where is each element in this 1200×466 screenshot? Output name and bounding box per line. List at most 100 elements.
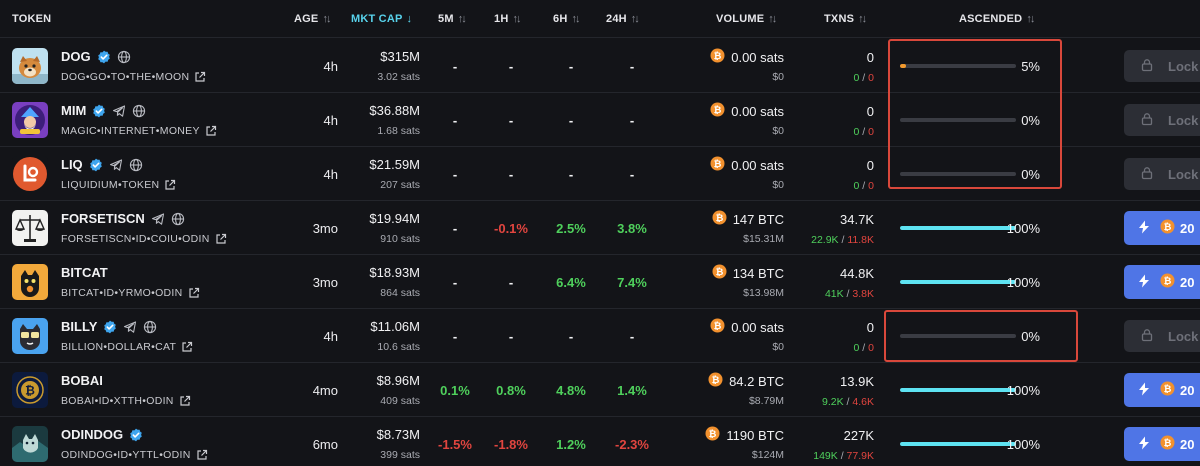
change-h6: 6.4% <box>556 275 586 290</box>
header-1h[interactable]: 1H ↑↓ <box>494 13 521 25</box>
token-avatar[interactable] <box>12 102 48 138</box>
token-id: BILLION•DOLLAR•CAT <box>61 341 193 353</box>
mktcap-sats: 864 sats <box>380 287 420 299</box>
change-h24: - <box>629 113 635 128</box>
change-h24: -2.3% <box>615 437 649 452</box>
mktcap-sats: 910 sats <box>380 233 420 245</box>
change-h1: 0.8% <box>496 383 526 398</box>
bitcoin-icon: ₿ <box>1160 219 1175 237</box>
token-name[interactable]: ODINDOG <box>61 427 143 442</box>
txns-separator: / <box>859 72 869 84</box>
website-globe-icon[interactable] <box>143 320 157 334</box>
header-ascended-label: ASCENDED <box>959 13 1023 25</box>
telegram-icon[interactable] <box>151 212 165 226</box>
ascended-progress-bar <box>900 334 1016 338</box>
volume-amount: 0.00 sats <box>731 157 784 173</box>
website-globe-icon[interactable] <box>129 158 143 172</box>
txns-value: 34.7K <box>840 212 874 227</box>
telegram-icon[interactable] <box>112 104 126 118</box>
volume-usd: $8.79M <box>748 395 784 407</box>
quick-buy-button[interactable]: ₿ 20 <box>1124 211 1200 245</box>
header-24h[interactable]: 24H ↑↓ <box>606 13 640 25</box>
token-avatar[interactable] <box>12 156 48 192</box>
table-row[interactable]: LIQ LIQUIDIUM•TOKEN 4h $21.59M 207 sats - - - - ₿… <box>0 147 1200 201</box>
token-avatar[interactable] <box>12 210 48 246</box>
token-avatar[interactable] <box>12 318 48 354</box>
svg-text:₿: ₿ <box>714 105 722 116</box>
telegram-icon[interactable] <box>123 320 137 334</box>
lightning-icon <box>1138 382 1150 399</box>
website-globe-icon[interactable] <box>132 104 146 118</box>
txns-value: 0 <box>866 158 874 173</box>
change-h1: - <box>508 59 514 74</box>
header-mktcap[interactable]: MKT CAP ↓ <box>351 13 412 25</box>
external-link-icon[interactable] <box>164 179 176 191</box>
lock-button-label: Lock <box>1168 166 1199 182</box>
external-link-icon[interactable] <box>205 125 217 137</box>
ascended-percent: 100% <box>1006 275 1040 290</box>
ascended-percent: 5% <box>1021 59 1040 74</box>
table-row[interactable]: DOG DOG•GO•TO•THE•MOON 4h $315M 3.02 sats - - -… <box>0 39 1200 93</box>
lock-button[interactable]: Lock <box>1124 320 1200 352</box>
token-id-text: FORSETISCN•ID•COIU•ODIN <box>61 233 210 245</box>
svg-text:₿: ₿ <box>712 375 720 386</box>
svg-text:₿: ₿ <box>709 429 717 440</box>
header-volume[interactable]: VOLUME ↑↓ <box>716 13 777 25</box>
lock-button-label: Lock <box>1168 328 1199 344</box>
table-row[interactable]: ODINDOG ODINDOG•ID•YTTL•ODIN 6mo $8.73M 399 … <box>0 417 1200 466</box>
website-globe-icon[interactable] <box>171 212 185 226</box>
table-row[interactable]: BITCAT BITCAT•ID•YRMO•ODIN 3mo $18.93M 864 s… <box>0 255 1200 309</box>
change-h1: -0.1% <box>494 221 528 236</box>
website-globe-icon[interactable] <box>117 50 131 64</box>
header-txns[interactable]: TXNS ↑↓ <box>824 13 867 25</box>
token-name[interactable]: FORSETISCN <box>61 211 185 226</box>
external-link-icon[interactable] <box>196 449 208 461</box>
bitcoin-icon: ₿ <box>712 210 727 228</box>
header-24h-label: 24H <box>606 13 627 25</box>
external-link-icon[interactable] <box>188 287 200 299</box>
token-name[interactable]: LIQ <box>61 157 143 172</box>
token-avatar[interactable] <box>12 426 48 462</box>
lock-button[interactable]: Lock <box>1124 104 1200 136</box>
quick-buy-button[interactable]: ₿ 20 <box>1124 427 1200 461</box>
external-link-icon[interactable] <box>215 233 227 245</box>
telegram-icon[interactable] <box>109 158 123 172</box>
token-id: FORSETISCN•ID•COIU•ODIN <box>61 233 227 245</box>
external-link-icon[interactable] <box>179 395 191 407</box>
token-id-text: MAGIC•INTERNET•MONEY <box>61 125 200 137</box>
token-name[interactable]: DOG <box>61 49 131 64</box>
bitcoin-icon: ₿ <box>1160 273 1175 291</box>
quick-buy-button[interactable]: ₿ 20 <box>1124 373 1200 407</box>
volume-value: ₿ 1190 BTC <box>705 426 784 444</box>
token-avatar[interactable] <box>12 48 48 84</box>
header-txns-label: TXNS <box>824 13 855 25</box>
table-row[interactable]: FORSETISCN FORSETISCN•ID•COIU•ODIN 3mo $19.… <box>0 201 1200 255</box>
volume-usd: $0 <box>772 179 784 191</box>
header-age[interactable]: AGE ↑↓ <box>294 13 331 25</box>
token-name[interactable]: MIM <box>61 103 146 118</box>
external-link-icon[interactable] <box>181 341 193 353</box>
sort-icon: ↑↓ <box>571 13 580 25</box>
table-row[interactable]: BILLY BILLION•DOLLAR•CAT 4h $11.06M 10.6 sat… <box>0 309 1200 363</box>
token-name[interactable]: BOBAI <box>61 373 103 388</box>
txns-sells: 4.6K <box>852 396 874 408</box>
token-name[interactable]: BITCAT <box>61 265 108 280</box>
bitcoin-icon: ₿ <box>710 102 725 120</box>
header-6h[interactable]: 6H ↑↓ <box>553 13 580 25</box>
table-row[interactable]: ₿ BOBAI BOBAI•ID•XTTH•ODIN 4mo $8.96M 409 sat… <box>0 363 1200 417</box>
lock-button[interactable]: Lock <box>1124 158 1200 190</box>
mktcap-value: $315M <box>380 49 420 64</box>
txns-buys: 41K <box>824 288 844 300</box>
quick-buy-button[interactable]: ₿ 20 <box>1124 265 1200 299</box>
token-name[interactable]: BILLY <box>61 319 157 334</box>
header-ascended[interactable]: ASCENDED ↑↓ <box>959 13 1035 25</box>
token-avatar[interactable]: ₿ <box>12 372 48 408</box>
svg-text:₿: ₿ <box>1164 438 1172 449</box>
age-value: 4mo <box>312 383 338 398</box>
external-link-icon[interactable] <box>194 71 206 83</box>
table-row[interactable]: MIM MAGIC•INTERNET•MONEY 4h $36.88M 1.68 sat… <box>0 93 1200 147</box>
token-id: LIQUIDIUM•TOKEN <box>61 179 176 191</box>
lock-button[interactable]: Lock <box>1124 50 1200 82</box>
header-5m[interactable]: 5M ↑↓ <box>438 13 467 25</box>
token-avatar[interactable] <box>12 264 48 300</box>
